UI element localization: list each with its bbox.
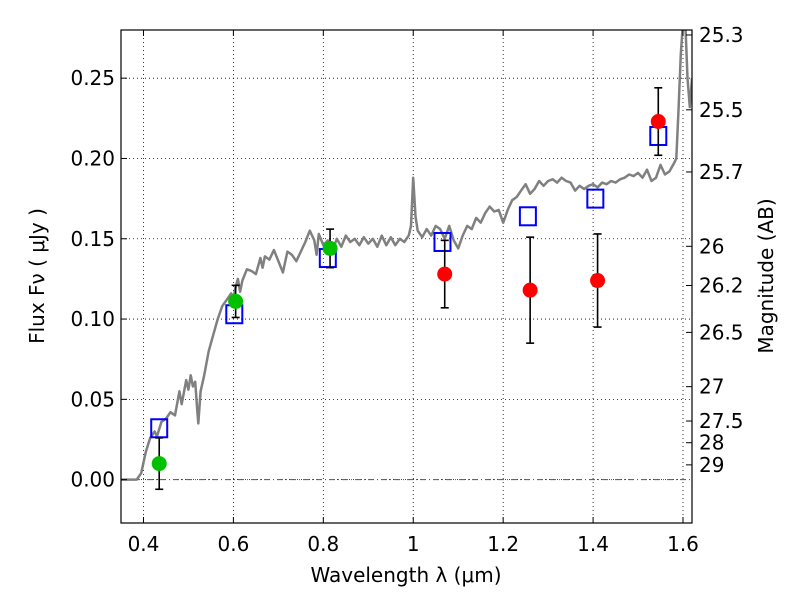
data-point-1-3 [650,114,666,130]
y-tick-label: 0.05 [70,387,115,411]
y-axis-label: Flux Fν ( μJy ) [25,208,49,344]
y-axis-right-label: Magnitude (AB) [754,198,778,353]
model-photometry-squares [150,125,668,439]
y-tick-label: 0.20 [70,146,115,170]
x-tick-label: 1.2 [487,532,519,556]
model-square-5 [586,188,605,209]
axes-frame [120,29,693,524]
detection-points [151,87,666,491]
x-tick-label: 0.4 [128,532,160,556]
plot-frame [120,29,693,524]
y-axis-flux: 0.00 0.05 0.10 0.15 0.20 0.25 [70,66,127,492]
y-tick-label: 0.15 [70,227,115,251]
x-tick-label: 1.4 [577,532,609,556]
data-point-0-2 [322,240,338,256]
x-tick-label: 1.6 [667,532,699,556]
spectrum-line [121,30,692,481]
data-point-1-1 [522,282,538,298]
mag-tick-label: 25.7 [699,160,744,184]
mag-tick-label: 27.5 [699,409,744,433]
data-point-1-2 [590,273,606,289]
y-tick-label: 0.10 [70,307,115,331]
mag-tick-label: 25.3 [699,23,744,47]
x-tick-label: 1 [407,532,420,556]
mag-tick-label: 29 [699,453,724,477]
model-square-4 [518,206,537,227]
x-axis-label: Wavelength λ (μm) [310,563,501,587]
mag-tick-label: 26.5 [699,320,744,344]
mag-tick-label: 25.5 [699,98,744,122]
x-axis: 0.4 0.6 0.8 1 1.2 1.4 1.6 [128,30,699,556]
mag-tick-label: 26.2 [699,273,744,297]
data-point-1-0 [437,266,453,282]
mag-tick-label: 27 [699,375,724,399]
spectrum-path [121,30,692,481]
x-tick-label: 0.8 [307,532,339,556]
data-point-0-1 [228,293,244,309]
y-tick-label: 0.00 [70,468,115,492]
mag-tick-label: 26 [699,234,724,258]
data-point-0-0 [151,456,167,472]
y-tick-label: 0.25 [70,66,115,90]
model-square-3 [433,231,452,252]
x-tick-label: 0.6 [217,532,249,556]
grid [121,30,692,523]
mag-tick-label: 28 [699,431,724,455]
